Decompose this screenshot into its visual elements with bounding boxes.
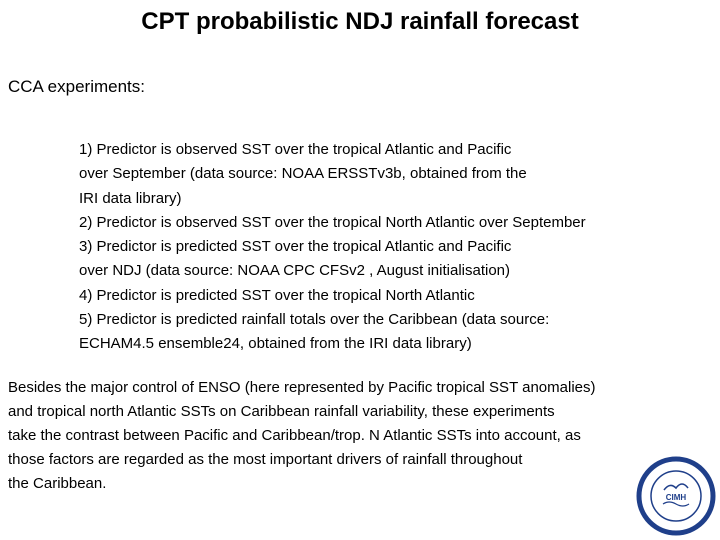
summary-line: those factors are regarded as the most i… xyxy=(8,451,523,468)
experiment-item-4: 4) Predictor is predicted SST over the t… xyxy=(79,284,709,308)
experiment-line: 1) Predictor is observed SST over the tr… xyxy=(79,141,512,158)
section-heading: CCA experiments: xyxy=(8,77,145,96)
experiment-line: over NDJ (data source: NOAA CPC CFSv2 , … xyxy=(79,262,511,280)
experiment-line: over September (data source: NOAA ERSSTv… xyxy=(79,165,527,183)
slide-title: CPT probabilistic NDJ rainfall forecast xyxy=(141,8,579,35)
experiment-line: 3) Predictor is predicted SST over the t… xyxy=(79,238,512,256)
summary-line: take the contrast between Pacific and Ca… xyxy=(8,427,581,444)
experiment-item-3: 3) Predictor is predicted SST over the t… xyxy=(79,235,709,284)
summary-paragraph: Besides the major control of ENSO (here … xyxy=(8,376,714,496)
experiment-item-1: 1) Predictor is observed SST over the tr… xyxy=(79,138,709,211)
experiment-item-2: 2) Predictor is observed SST over the tr… xyxy=(79,211,709,235)
logo-center-text: CIMH xyxy=(666,493,687,502)
experiment-list: 1) Predictor is observed SST over the tr… xyxy=(79,138,709,357)
logo-inner-ring xyxy=(650,470,702,522)
summary-line: the Caribbean. xyxy=(8,475,107,492)
logo-outer-ring xyxy=(636,456,716,536)
experiment-line: IRI data library) xyxy=(79,189,182,207)
cimh-logo: CIMH xyxy=(636,456,716,536)
summary-line: Besides the major control of ENSO (here … xyxy=(8,379,596,396)
experiment-line: 5) Predictor is predicted rainfall total… xyxy=(79,311,550,329)
experiment-line: 2) Predictor is observed SST over the tr… xyxy=(79,213,586,231)
experiment-item-5: 5) Predictor is predicted rainfall total… xyxy=(79,308,709,357)
logo-wave xyxy=(662,501,690,507)
experiment-line: 4) Predictor is predicted SST over the t… xyxy=(79,286,475,304)
summary-line: and tropical north Atlantic SSTs on Cari… xyxy=(8,403,555,420)
logo-emblem xyxy=(663,483,689,491)
experiment-line: ECHAM4.5 ensemble24, obtained from the I… xyxy=(79,335,472,353)
